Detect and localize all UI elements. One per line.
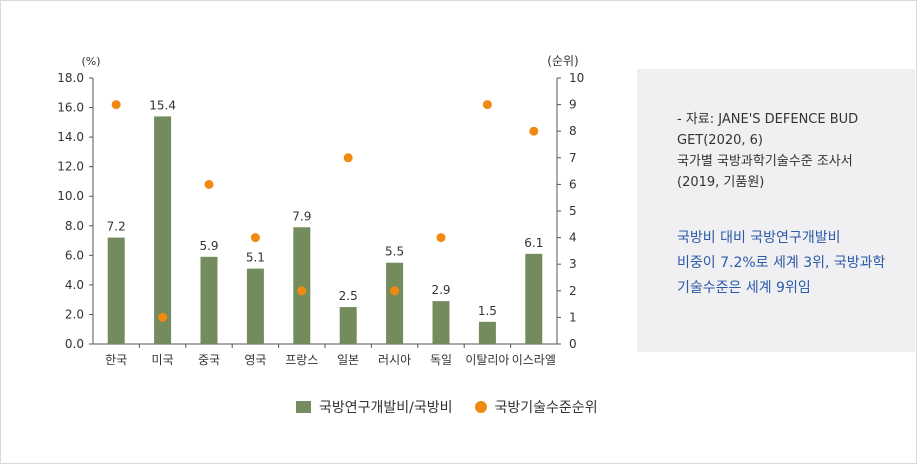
bar-value-label: 2.5 <box>339 289 358 303</box>
rank-point <box>343 153 353 163</box>
category-label: 프랑스 <box>285 353 318 367</box>
y-left-tick-label: 10.0 <box>57 189 84 203</box>
note-line: 국방비 대비 국방연구개발비 <box>677 230 841 246</box>
legend-dot-swatch <box>474 401 487 413</box>
y-left-tick-label: 16.0 <box>57 101 84 115</box>
y-left-tick-label: 8.0 <box>65 219 84 233</box>
bar <box>432 301 450 344</box>
y-right-tick-label: 8 <box>569 124 577 138</box>
bar <box>525 253 543 344</box>
source-line: 국가별 국방과학기술수준 조사서 <box>677 154 853 169</box>
category-label: 일본 <box>337 353 359 367</box>
bar <box>478 321 496 344</box>
source-text: - 자료: JANE'S DEFENCE BUD GET(2020, 6) 국가… <box>677 109 907 193</box>
category-label: 미국 <box>152 353 174 367</box>
y-right-tick-label: 5 <box>569 204 577 218</box>
legend-dot-label: 국방기술수준순위 <box>494 400 598 416</box>
category-label: 중국 <box>198 353 220 367</box>
category-label: 영국 <box>244 353 266 367</box>
y-right-tick-label: 0 <box>569 337 577 351</box>
y-right-tick-label: 6 <box>569 177 577 191</box>
rank-point <box>297 286 307 296</box>
bar <box>200 256 218 344</box>
y-left-tick-label: 14.0 <box>57 130 84 144</box>
category-label: 이탈리아 <box>465 353 509 367</box>
y-left-tick-label: 2.0 <box>65 307 84 321</box>
y-right-unit: (순위) <box>547 54 578 68</box>
y-left-tick-label: 12.0 <box>57 160 84 174</box>
category-label: 독일 <box>430 353 452 367</box>
y-right-tick-label: 10 <box>569 71 584 85</box>
source-line: (2019, 기품원) <box>677 175 765 190</box>
y-left-tick-label: 18.0 <box>57 71 84 85</box>
combo-chart: 0.0 2.0 4.0 6.0 8.0 10.0 12.0 14.0 16.0 18.0 0 1 2 3 4… <box>57 54 584 367</box>
y-left-tick-label: 0.0 <box>65 337 84 351</box>
rank-point <box>250 233 260 243</box>
rank-point <box>482 100 492 110</box>
y-right-tick-label: 2 <box>569 284 577 298</box>
info-panel: - 자료: JANE'S DEFENCE BUD GET(2020, 6) 국가… <box>637 69 915 352</box>
category-label: 러시아 <box>378 353 411 367</box>
category-label: 이스라엘 <box>512 353 556 367</box>
legend-item-bar: 국방연구개발비/국방비 <box>296 397 453 417</box>
bar-value-label: 1.5 <box>478 304 497 318</box>
legend-item-dot: 국방기술수준순위 <box>474 397 598 417</box>
y-left-tick-label: 4.0 <box>65 278 84 292</box>
bar <box>246 268 264 344</box>
bar-value-label: 7.9 <box>292 209 311 223</box>
bar-value-label: 15.4 <box>149 98 176 112</box>
y-right-tick-label: 9 <box>569 98 577 112</box>
rank-point <box>529 126 539 136</box>
rank-point <box>204 179 214 189</box>
bar-value-label: 6.1 <box>524 236 543 250</box>
y-left-tick-label: 6.0 <box>65 248 84 262</box>
rank-point <box>111 100 121 110</box>
y-left-unit: (%) <box>81 55 100 68</box>
y-right-tick-label: 3 <box>569 257 577 271</box>
source-line: GET(2020, 6) <box>677 133 763 148</box>
bar-value-label: 5.1 <box>246 251 265 265</box>
category-label: 한국 <box>105 353 127 367</box>
y-right-tick-label: 1 <box>569 310 577 324</box>
chart-legend: 국방연구개발비/국방비 국방기술수준순위 <box>296 397 620 417</box>
bar-value-label: 5.5 <box>385 245 404 259</box>
note-line: 기술수준은 세계 9위임 <box>677 280 811 296</box>
highlight-note: 국방비 대비 국방연구개발비 비중이 7.2%로 세계 3위, 국방과학 기술수… <box>677 226 907 301</box>
legend-bar-label: 국방연구개발비/국방비 <box>319 400 453 416</box>
bar-value-label: 5.9 <box>199 239 218 253</box>
source-line: - 자료: JANE'S DEFENCE BUD <box>677 112 859 127</box>
y-right-tick-label: 4 <box>569 231 577 245</box>
bar <box>293 227 311 344</box>
bar <box>154 116 172 344</box>
bar-value-label: 2.9 <box>431 283 450 297</box>
rank-point <box>158 312 168 322</box>
note-line: 비중이 7.2%로 세계 3위, 국방과학 <box>677 255 886 271</box>
bar <box>107 237 125 344</box>
bar <box>386 262 404 344</box>
rank-point <box>436 233 446 243</box>
bar <box>339 307 357 344</box>
y-right-tick-label: 7 <box>569 151 577 165</box>
bar-value-label: 7.2 <box>107 220 126 234</box>
legend-bar-swatch <box>296 401 311 413</box>
rank-point <box>390 286 400 296</box>
